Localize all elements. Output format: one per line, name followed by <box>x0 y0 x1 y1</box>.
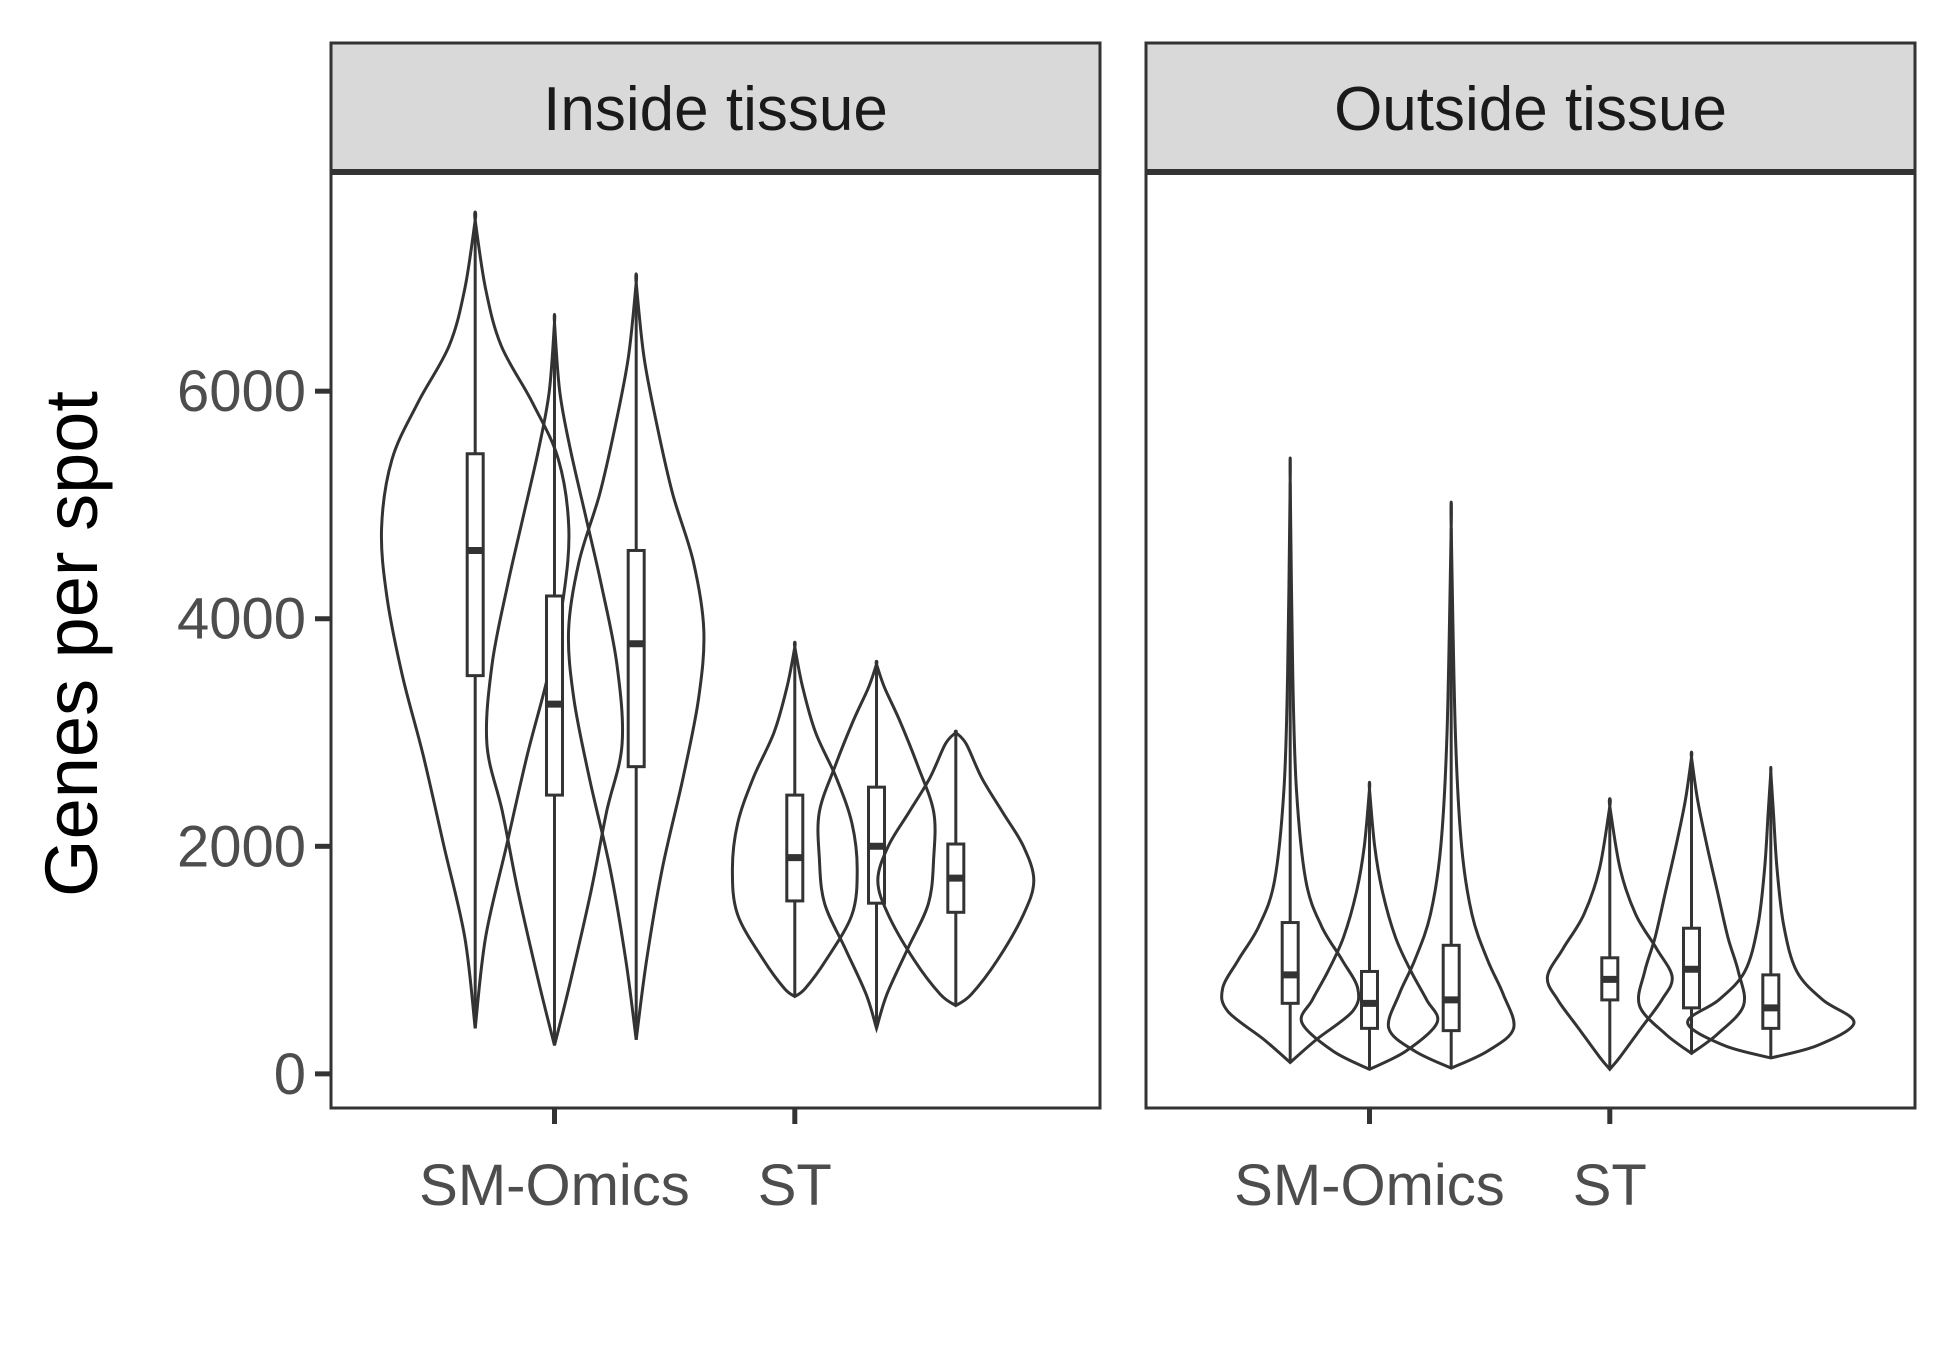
panels: Inside tissue SM-Omics ST 0 2000 4000 6000 Outs… <box>177 41 1917 1218</box>
violin-shape <box>1636 750 1747 1056</box>
violin-group <box>379 210 571 1029</box>
x-tick-label: ST <box>1573 1153 1647 1218</box>
violin-shape <box>1386 500 1516 1070</box>
strip-background <box>329 41 1102 174</box>
violin-group <box>816 659 937 1034</box>
panel-title: Inside tissue <box>543 75 888 144</box>
violin-shape <box>484 312 625 1046</box>
panel-border <box>1144 170 1917 1110</box>
panel-2: Outside tissue SM-Omics ST <box>1144 41 1917 1218</box>
y-tick-label: 2000 <box>177 814 306 879</box>
violin-shape <box>1220 456 1361 1065</box>
y-tick-label: 0 <box>274 1042 306 1107</box>
y-tick-label: 4000 <box>177 587 306 652</box>
violin-group <box>1545 797 1674 1072</box>
panel-1: Inside tissue SM-Omics ST 0 2000 4000 6000 <box>177 41 1102 1218</box>
violin-group <box>1299 780 1440 1071</box>
violin-shape <box>816 659 937 1034</box>
violin-group <box>876 729 1036 1008</box>
violin-shape <box>730 640 859 999</box>
box <box>1441 943 1461 1033</box>
panel-border <box>329 170 1102 1110</box>
violin-group <box>1220 456 1361 1065</box>
y-tick-label: 6000 <box>177 359 306 424</box>
box <box>465 452 485 678</box>
violin-group <box>1686 765 1856 1060</box>
box <box>544 594 564 797</box>
violin-group <box>1636 750 1747 1056</box>
violin-shape <box>876 729 1036 1008</box>
box <box>785 793 805 903</box>
box <box>1761 973 1781 1030</box>
violin-group <box>566 272 706 1040</box>
x-tick-label: ST <box>758 1153 832 1218</box>
violin-shape <box>566 272 706 1040</box>
violin-group <box>484 312 625 1046</box>
violin-shape <box>1686 765 1856 1060</box>
violin-shape <box>1299 780 1440 1071</box>
violin-shape <box>379 210 571 1029</box>
panel-title: Outside tissue <box>1334 75 1727 144</box>
y-axis-title: Genes per spot <box>30 391 113 897</box>
box <box>626 548 646 769</box>
violin-shape <box>1545 797 1674 1072</box>
violin-group <box>1386 500 1516 1070</box>
x-tick-label: SM-Omics <box>1234 1153 1505 1218</box>
strip-background <box>1144 41 1917 174</box>
box <box>1280 921 1300 1005</box>
violin-group <box>730 640 859 999</box>
x-tick-label: SM-Omics <box>419 1153 690 1218</box>
